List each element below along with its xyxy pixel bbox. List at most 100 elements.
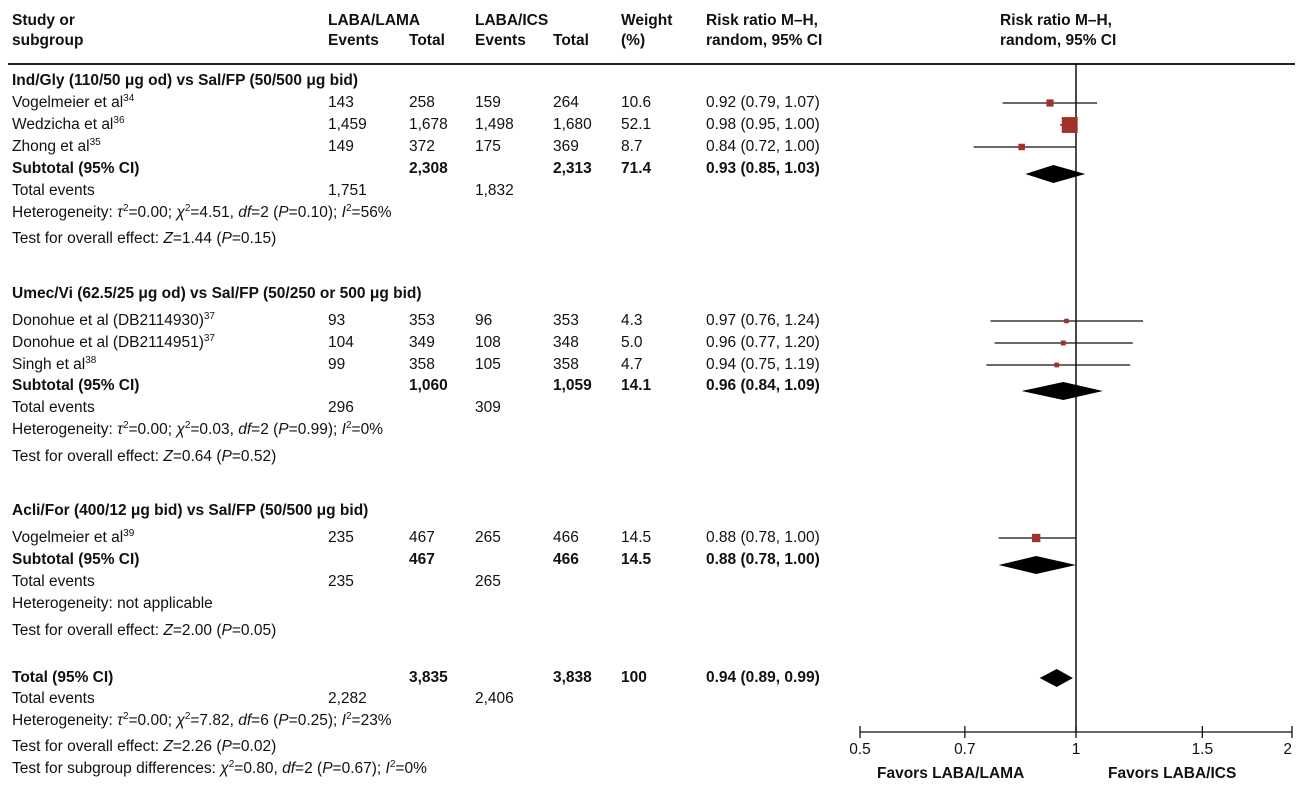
x-tick-label: 1 xyxy=(1072,741,1081,758)
risk-ratio-ci: 0.94 (0.75, 1.19) xyxy=(706,356,820,373)
total-events-laba-ics: 309 xyxy=(475,399,501,416)
header-events-2: Events xyxy=(475,32,526,49)
het-i-value: =23% xyxy=(351,712,392,729)
grand-total-ci: 0.94 (0.89, 0.99) xyxy=(706,669,820,686)
overall-z: Z xyxy=(163,448,173,465)
study-ref: 38 xyxy=(85,354,97,366)
header-laba-lama: LABA/LAMA xyxy=(328,12,421,29)
events-laba-lama: 104 xyxy=(328,334,354,351)
group-title-row: Acli/For (400/12 μg bid) vs Sal/FP (50/5… xyxy=(0,500,860,522)
study-point xyxy=(1018,143,1025,151)
het-i: I xyxy=(341,204,346,221)
subtotal-total-laba-lama: 467 xyxy=(409,551,435,568)
header-plot-rr-2: random, 95% CI xyxy=(1000,32,1117,49)
total-events-row: Total events 296 309 xyxy=(0,397,860,419)
group-title: Acli/For (400/12 μg bid) vs Sal/FP (50/5… xyxy=(12,502,369,519)
overall-prefix: Test for overall effect: xyxy=(12,622,164,639)
heterogeneity-line: Heterogeneity: τ2=0.00; χ2=0.03, df=2 (P… xyxy=(12,419,383,441)
study-row: Wedzicha et al36 1,459 1,678 1,498 1,680 52.1… xyxy=(0,114,860,136)
total-laba-lama: 349 xyxy=(409,334,435,351)
heterogeneity-line: Heterogeneity: not applicable xyxy=(12,595,213,612)
grand-overall-effect-line: Test for overall effect: Z=2.26 (P=0.02) xyxy=(12,736,276,758)
total-laba-ics: 466 xyxy=(553,529,579,546)
subtotal-weight: 14.5 xyxy=(621,551,652,568)
study-name-text: Donohue et al (DB2114951) xyxy=(12,334,204,351)
x-tick-label: 0.5 xyxy=(849,741,871,758)
study-name: Vogelmeier et al34 xyxy=(12,92,134,114)
het-p-value: =0.10); xyxy=(288,204,342,221)
events-laba-ics: 159 xyxy=(475,94,501,111)
events-laba-ics: 175 xyxy=(475,138,501,155)
total-events-row: Total events 1,751 1,832 xyxy=(0,180,860,202)
favors-right-label: Favors LABA/ICS xyxy=(1108,765,1237,782)
subtotal-row: Subtotal (95% CI) 1,060 1,059 14.1 0.96 (0.8… xyxy=(0,375,860,397)
grand-total-laba-ics: 3,838 xyxy=(553,669,592,686)
total-events-laba-ics: 1,832 xyxy=(475,182,514,199)
het-sup: 2 xyxy=(122,419,129,431)
subgroup-p-value: =0.67); xyxy=(332,760,386,777)
het-sup: 2 xyxy=(122,202,129,214)
study-row: Donohue et al (DB2114951)37 104 349 108 348 5… xyxy=(0,332,860,354)
events-laba-ics: 105 xyxy=(475,356,501,373)
total-events-row: Total events 235 265 xyxy=(0,571,860,593)
het-chi: χ xyxy=(176,712,185,729)
header-total-1: Total xyxy=(409,32,445,49)
overall-effect-line: Test for overall effect: Z=2.00 (P=0.05) xyxy=(12,620,276,642)
subtotal-ci: 0.96 (0.84, 1.09) xyxy=(706,377,820,394)
group-title-row: Umec/Vi (62.5/25 μg od) vs Sal/FP (50/25… xyxy=(0,283,860,305)
het-df: df xyxy=(238,204,252,221)
study-point xyxy=(1064,318,1069,324)
subgroup-df: df xyxy=(282,760,296,777)
header-events-1: Events xyxy=(328,32,379,49)
risk-ratio-ci: 0.84 (0.72, 1.00) xyxy=(706,138,820,155)
study-point xyxy=(1046,99,1054,107)
study-name: Zhong et al35 xyxy=(12,136,101,158)
total-laba-lama: 372 xyxy=(409,138,435,155)
events-laba-ics: 265 xyxy=(475,529,501,546)
het-df: df xyxy=(238,421,252,438)
header-weight-2: (%) xyxy=(621,32,646,49)
total-laba-ics: 369 xyxy=(553,138,579,155)
het-sup: 2 xyxy=(184,710,191,722)
pooled-diamond xyxy=(1025,165,1086,183)
het-sup: 2 xyxy=(122,710,129,722)
grand-heterogeneity-line: Heterogeneity: τ2=0.00; χ2=7.82, df=6 (P… xyxy=(12,710,392,732)
het-tau-value: =0.00; xyxy=(128,421,177,438)
header-rr-1: Risk ratio M–H, xyxy=(706,12,818,29)
overall-z: Z xyxy=(163,230,173,247)
study-name: Donohue et al (DB2114930)37 xyxy=(12,310,215,332)
study-ref: 37 xyxy=(203,332,215,344)
total-events-laba-lama: 235 xyxy=(328,573,354,590)
het-chi-value: =7.82, xyxy=(190,712,239,729)
grand-total-events-laba-lama: 2,282 xyxy=(328,690,367,707)
het-tau: τ xyxy=(117,712,123,729)
het-df-value: =2 ( xyxy=(251,421,279,438)
het-prefix: Heterogeneity: xyxy=(12,712,118,729)
study-ref: 36 xyxy=(113,114,125,126)
study-name: Donohue et al (DB2114951)37 xyxy=(12,332,215,354)
het-i: I xyxy=(341,712,346,729)
subtotal-label: Subtotal (95% CI) xyxy=(12,377,140,394)
total-laba-lama: 1,678 xyxy=(409,116,448,133)
weight: 4.3 xyxy=(621,312,643,329)
study-point xyxy=(1054,362,1060,368)
total-laba-lama: 258 xyxy=(409,94,435,111)
het-p-value: =0.99); xyxy=(288,421,342,438)
het-p: P xyxy=(278,204,289,221)
grand-total-events-row: Total events 2,282 2,406 xyxy=(0,688,860,710)
grand-total-events-label: Total events xyxy=(12,690,95,707)
overall-prefix: Test for overall effect: xyxy=(12,448,164,465)
total-laba-lama: 467 xyxy=(409,529,435,546)
subgroup-chi: χ xyxy=(220,760,229,777)
subgroup-i: I xyxy=(385,760,390,777)
overall-p-value: =0.15) xyxy=(231,230,277,247)
overall-effect-line: Test for overall effect: Z=0.64 (P=0.52) xyxy=(12,446,276,468)
overall-z-value: =0.64 ( xyxy=(172,448,222,465)
header-weight-1: Weight xyxy=(621,12,673,29)
events-laba-ics: 96 xyxy=(475,312,493,329)
weight: 14.5 xyxy=(621,529,652,546)
header-study-1: Study or xyxy=(12,12,75,29)
study-name-text: Vogelmeier et al xyxy=(12,529,124,546)
events-laba-lama: 235 xyxy=(328,529,354,546)
het-sup: 2 xyxy=(228,758,235,770)
